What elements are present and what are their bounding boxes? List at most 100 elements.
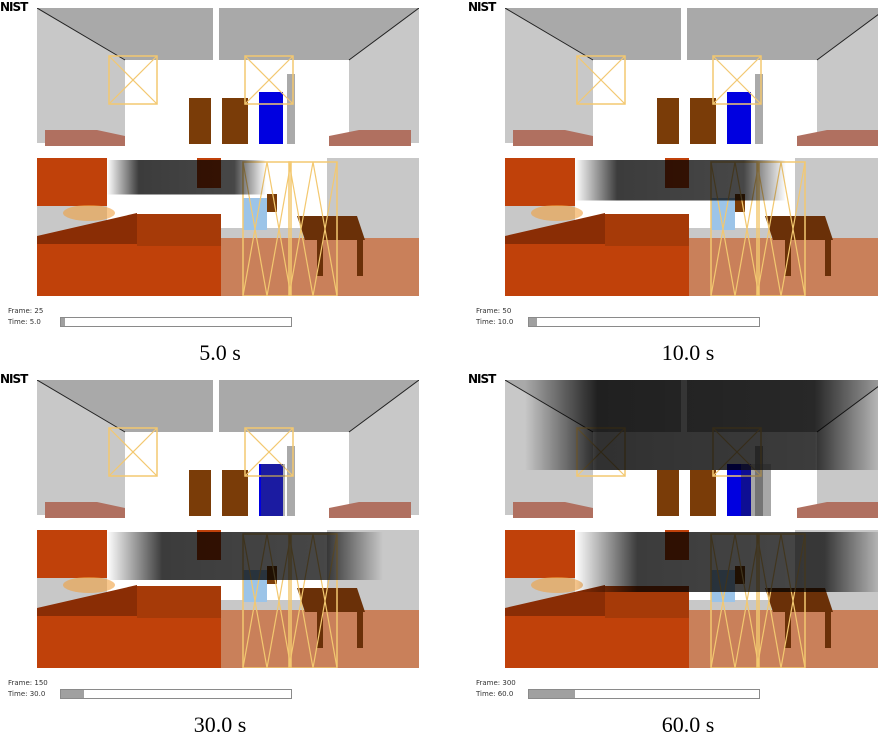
table bbox=[297, 216, 365, 240]
ceiling-vent bbox=[108, 427, 158, 477]
fire bbox=[63, 577, 115, 593]
door bbox=[690, 98, 716, 144]
stair-rail bbox=[755, 74, 763, 144]
nist-logo: NIST bbox=[0, 0, 28, 14]
counter-top bbox=[505, 585, 605, 618]
time-caption: 5.0 s bbox=[199, 340, 241, 365]
counter-top bbox=[37, 585, 137, 618]
vent-cross bbox=[288, 161, 314, 296]
panel-4: NIST Frame: 300 Time: 60.0 60.0 s bbox=[468, 372, 878, 746]
table-leg bbox=[825, 240, 831, 276]
panel-3: NIST Frame: 150 Time: 30.0 30.0 s bbox=[0, 372, 440, 746]
ceiling-edge bbox=[348, 8, 419, 61]
vent-cross bbox=[576, 55, 626, 105]
door bbox=[189, 470, 211, 516]
floor-slab bbox=[505, 518, 878, 530]
lower-smoke bbox=[575, 160, 786, 201]
left-wall bbox=[37, 8, 125, 143]
time-label: Time: 5.0 bbox=[8, 318, 41, 326]
fire bbox=[531, 205, 583, 221]
door bbox=[690, 470, 716, 516]
progress-fill bbox=[529, 318, 537, 326]
ceiling-edge bbox=[816, 14, 878, 61]
table-leg bbox=[825, 612, 831, 648]
bench-right bbox=[329, 130, 411, 146]
table-leg bbox=[357, 240, 363, 276]
time-progress-bar bbox=[528, 689, 760, 699]
fire bbox=[63, 205, 115, 221]
time-label: Time: 60.0 bbox=[476, 690, 514, 698]
door bbox=[189, 98, 211, 144]
blue-door bbox=[259, 464, 283, 516]
cabinet bbox=[37, 158, 107, 206]
panel-1: NIST Frame: 25 Time: 5.0 5.0 s bbox=[0, 0, 440, 374]
center-divider bbox=[213, 380, 219, 520]
right-wall bbox=[349, 8, 419, 143]
progress-fill bbox=[61, 318, 65, 326]
door bbox=[657, 98, 679, 144]
bench-right bbox=[797, 130, 878, 146]
fire bbox=[531, 577, 583, 593]
lower-smoke bbox=[107, 532, 383, 580]
table bbox=[297, 588, 365, 612]
cabinet bbox=[37, 530, 107, 578]
counter-top bbox=[37, 213, 137, 246]
bench-left bbox=[45, 502, 125, 518]
floor bbox=[689, 610, 878, 668]
right-wall bbox=[349, 380, 419, 515]
table bbox=[765, 216, 833, 240]
counter-top bbox=[137, 214, 221, 246]
bench-right bbox=[329, 502, 411, 518]
upper-smoke bbox=[741, 464, 771, 516]
blue-door bbox=[727, 464, 751, 516]
blue-door bbox=[259, 92, 283, 144]
bench-left bbox=[513, 502, 593, 518]
panel-2: NIST Frame: 50 Time: 10.0 10.0 s bbox=[468, 0, 878, 374]
chair bbox=[735, 194, 745, 212]
ceiling-vent bbox=[244, 55, 294, 105]
window bbox=[711, 198, 735, 230]
upper-smoke bbox=[261, 464, 285, 516]
center-divider bbox=[681, 8, 687, 148]
stair-rail bbox=[755, 446, 763, 516]
table bbox=[765, 588, 833, 612]
nist-logo: NIST bbox=[468, 372, 496, 386]
floor-slab bbox=[37, 518, 419, 530]
ceiling-vent bbox=[244, 427, 294, 477]
blue-door bbox=[727, 92, 751, 144]
ceiling bbox=[37, 8, 419, 60]
counter bbox=[505, 616, 689, 668]
time-label: Time: 10.0 bbox=[476, 318, 514, 326]
scene-render bbox=[37, 8, 419, 296]
counter bbox=[37, 244, 221, 296]
bench-right bbox=[797, 502, 878, 518]
bench-left bbox=[513, 130, 593, 146]
chair bbox=[267, 194, 277, 212]
time-progress-bar bbox=[60, 317, 292, 327]
counter-top bbox=[505, 213, 605, 246]
vent-cross bbox=[108, 427, 158, 477]
ceiling bbox=[505, 8, 878, 60]
bench-left bbox=[45, 130, 125, 146]
scene-render bbox=[505, 8, 878, 296]
counter-top bbox=[137, 586, 221, 618]
cabinet bbox=[505, 530, 575, 578]
cabinet bbox=[505, 158, 575, 206]
counter bbox=[505, 244, 689, 296]
door bbox=[222, 470, 248, 516]
frame-label: Frame: 300 bbox=[476, 679, 516, 687]
center-divider bbox=[213, 8, 219, 148]
lower-smoke bbox=[575, 532, 878, 592]
ceiling bbox=[37, 380, 419, 432]
scene-render bbox=[37, 380, 419, 668]
vent-cross bbox=[312, 161, 338, 296]
floor-slab bbox=[505, 146, 878, 158]
time-caption: 10.0 s bbox=[661, 340, 715, 365]
frame-label: Frame: 150 bbox=[8, 679, 48, 687]
progress-fill bbox=[529, 690, 575, 698]
stair-rail bbox=[287, 446, 295, 516]
scene-render bbox=[505, 380, 878, 668]
time-label: Time: 30.0 bbox=[8, 690, 46, 698]
frame-label: Frame: 50 bbox=[476, 307, 512, 315]
ceiling-edge bbox=[37, 8, 126, 61]
